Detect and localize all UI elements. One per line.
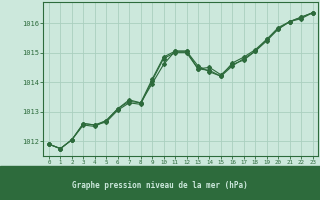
Text: Graphe pression niveau de la mer (hPa): Graphe pression niveau de la mer (hPa) <box>72 180 248 190</box>
